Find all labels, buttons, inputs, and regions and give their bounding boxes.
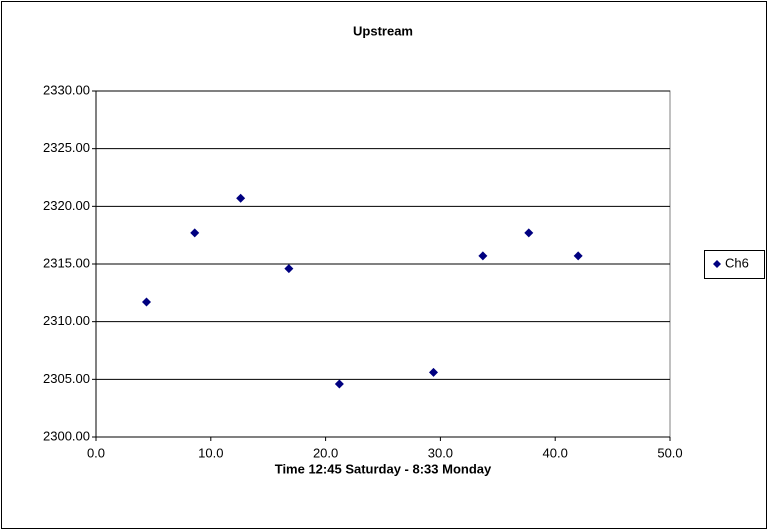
legend-marker [713, 260, 721, 268]
x-tick-label: 0.0 [87, 445, 105, 460]
data-point [142, 297, 152, 307]
data-point [334, 379, 344, 389]
x-axis-label: Time 12:45 Saturday - 8:33 Monday [275, 461, 492, 476]
y-tick-label: 2310.00 [43, 313, 90, 328]
y-tick-label: 2320.00 [43, 198, 90, 213]
data-point [478, 251, 488, 261]
data-point [524, 228, 534, 238]
y-tick-label: 2315.00 [43, 255, 90, 270]
y-tick-label: 2305.00 [43, 371, 90, 386]
legend-label: Ch6 [725, 255, 749, 270]
chart-title: Upstream [353, 23, 413, 38]
data-point [190, 228, 200, 238]
y-tick-label: 2330.00 [43, 82, 90, 97]
y-tick-label: 2325.00 [43, 140, 90, 155]
data-point [429, 367, 439, 377]
data-point [236, 193, 246, 203]
y-tick-label: 2300.00 [43, 428, 90, 443]
x-tick-label: 40.0 [543, 445, 568, 460]
x-tick-label: 20.0 [313, 445, 338, 460]
x-tick-label: 30.0 [428, 445, 453, 460]
x-tick-label: 50.0 [657, 445, 682, 460]
data-point [573, 251, 583, 261]
x-tick-label: 10.0 [198, 445, 223, 460]
data-point [284, 264, 294, 274]
